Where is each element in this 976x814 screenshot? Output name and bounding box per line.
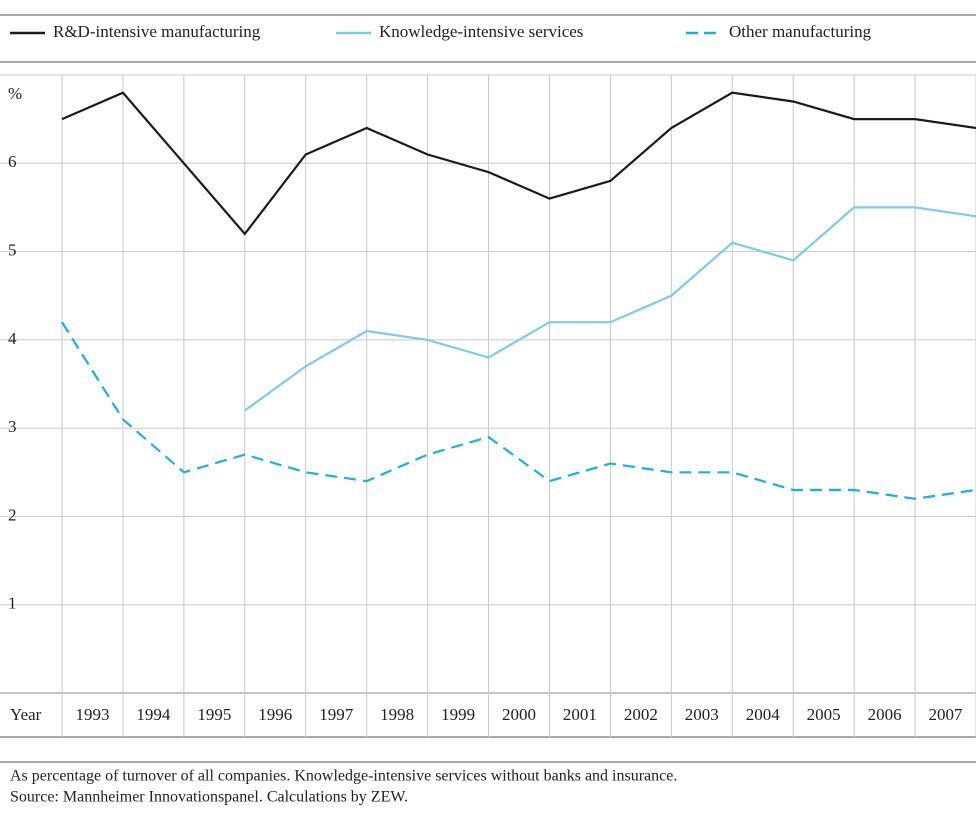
x-tick-label: 2004 [746,705,781,724]
series-line [61,91,976,236]
x-tick-label: 1996 [258,705,292,724]
legend-label: Other manufacturing [729,22,872,41]
y-tick-label: 5 [8,240,17,259]
y-tick-label: 4 [8,329,17,348]
x-tick-label: 1994 [136,705,171,724]
x-tick-label: 1995 [197,705,231,724]
x-tick-label: 1999 [441,705,475,724]
note: As percentage of turnover of all compani… [10,768,677,785]
x-tick-label: 2001 [563,705,597,724]
y-axis-label: % [8,84,22,103]
series-line [244,206,976,412]
x-tick-label: 2000 [502,705,536,724]
legend-label: Knowledge-intensive services [379,22,583,41]
x-axis-label: Year [10,705,42,724]
note: Source: Mannheimer Innovationspanel. Cal… [10,789,408,806]
legend-label: R&D-intensive manufacturing [53,22,261,41]
y-tick-label: 3 [8,417,17,436]
x-tick-label: 1993 [75,705,109,724]
x-tick-label: 2007 [929,705,964,724]
series-line [61,321,976,500]
y-tick-label: 2 [8,505,17,524]
y-tick-label: 1 [8,594,17,613]
x-tick-label: 2002 [624,705,658,724]
x-tick-label: 2003 [685,705,719,724]
x-tick-label: 1997 [319,705,354,724]
x-tick-label: 2006 [868,705,902,724]
x-tick-label: 1998 [380,705,414,724]
x-tick-label: 2005 [807,705,841,724]
y-tick-label: 6 [8,152,17,171]
